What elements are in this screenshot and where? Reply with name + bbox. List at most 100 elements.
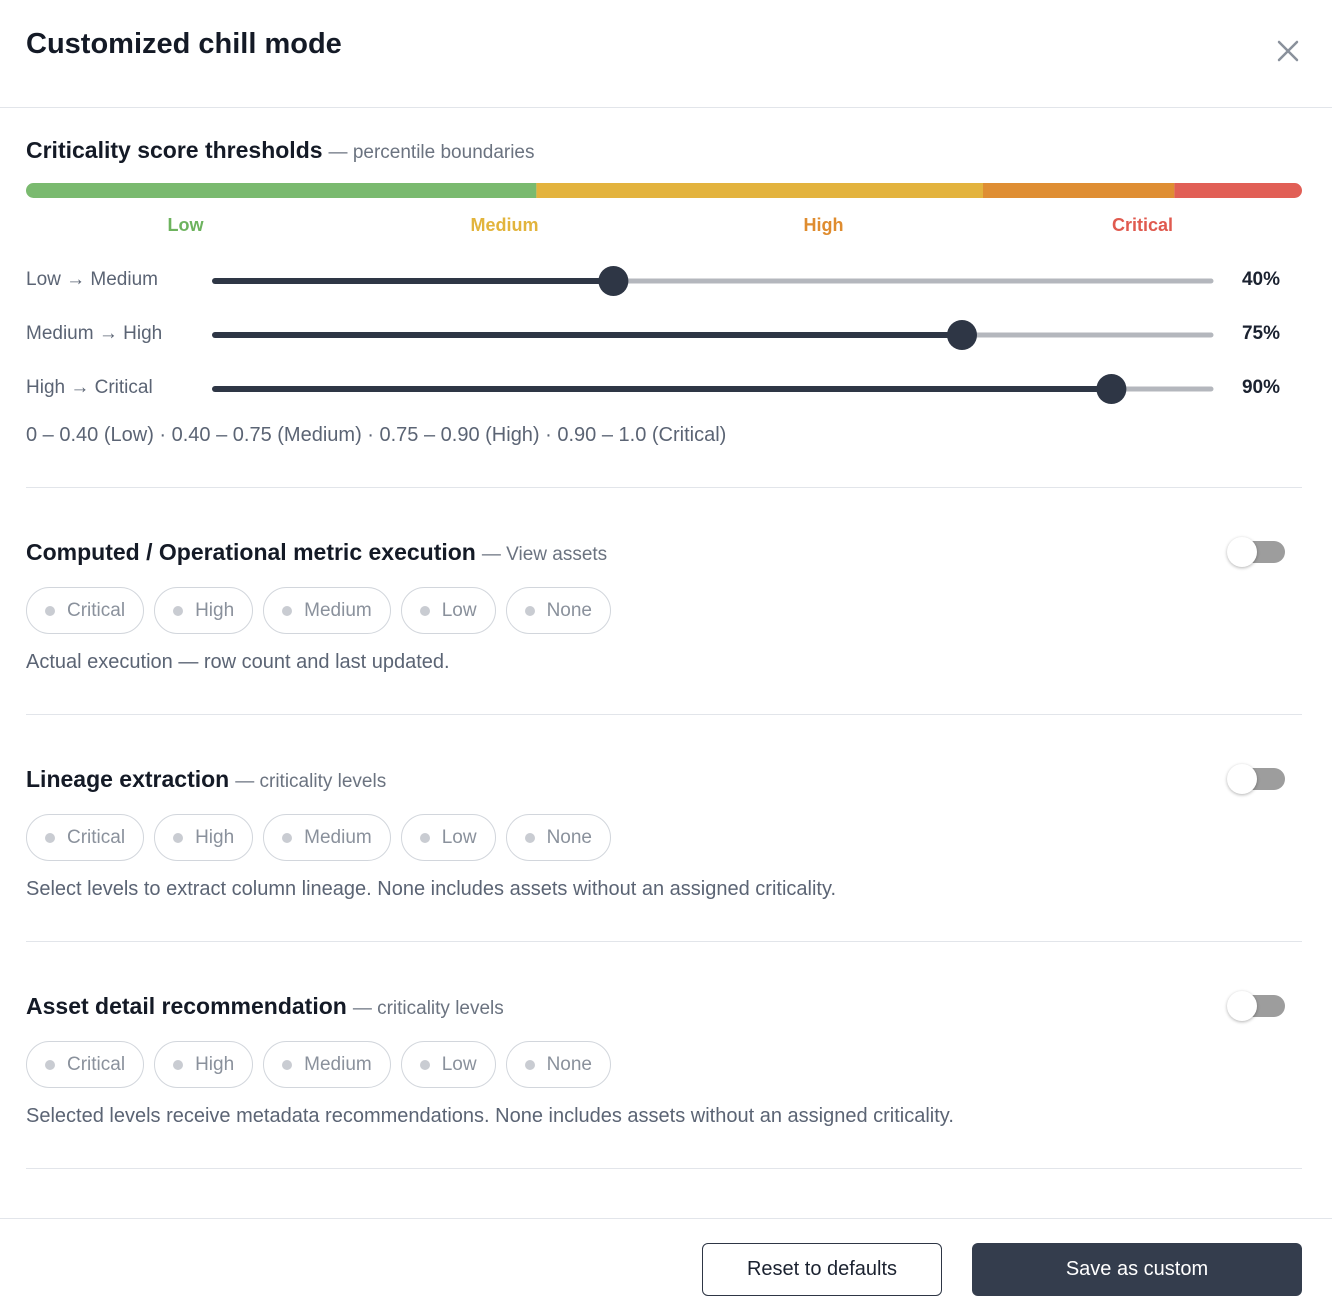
heading-text: Lineage extraction [26,766,230,792]
pill-dot [45,1059,55,1070]
bar-segment [536,183,983,198]
pill-label: High [195,599,235,621]
level-label: Medium [470,215,539,235]
pill-label: None [546,826,592,848]
close-button[interactable] [1276,39,1300,63]
heading-subtitle: — View assets [481,544,608,565]
heading-subtitle: — criticality levels [235,771,387,792]
option-pills: Critical High Medium Low None [26,1041,611,1088]
level-label: Low [167,215,204,235]
slider[interactable] [200,373,1226,405]
heading-text: Criticality score thresholds [26,137,323,163]
section-heading: Computed / Operational metric execution —… [26,539,607,566]
save-button[interactable]: Save as custom [972,1243,1302,1296]
pill-label: Medium [304,826,372,848]
divider [26,714,1302,715]
option-pills: Critical High Medium Low None [26,814,611,861]
slider-thumb[interactable] [598,266,629,296]
slider[interactable] [200,319,1226,351]
option-pill[interactable]: None [505,814,611,861]
bar-segment [26,183,537,198]
option-pill[interactable]: High [154,1041,254,1088]
option-pill[interactable]: Low [400,1041,496,1088]
option-pills: Critical High Medium Low None [26,587,611,634]
heading-subtitle: — criticality levels [352,998,504,1019]
threshold-bar [26,183,1302,198]
option-pill[interactable]: Low [400,587,496,634]
pill-dot [419,605,430,616]
heading-subtitle: — percentile boundaries [328,142,535,163]
option-pill[interactable]: Critical [26,587,145,634]
section-heading: Asset detail recommendation — criticality… [26,993,504,1020]
option-pill[interactable]: None [505,587,611,634]
heading-text: Asset detail recommendation [26,993,347,1019]
pill-label: None [546,1053,592,1075]
bar-segment [1174,183,1302,198]
pill-dot [45,832,55,843]
bar-segment [983,183,1175,198]
pill-label: Medium [304,599,372,621]
pill-label: Critical [67,599,126,621]
divider [0,107,1332,108]
pill-label: High [195,826,235,848]
slider[interactable] [200,265,1226,297]
divider [26,1168,1302,1169]
pill-dot [524,1059,535,1070]
option-pill[interactable]: None [505,1041,611,1088]
toggle[interactable] [1227,764,1285,794]
option-pill[interactable]: Medium [263,1041,391,1088]
pill-dot [282,1059,293,1070]
option-pill[interactable]: Critical [26,1041,145,1088]
pill-label: None [546,599,592,621]
toggle[interactable] [1227,991,1285,1021]
slider-label: High → Critical [26,377,153,398]
option-pill[interactable]: Low [400,814,496,861]
pill-label: Low [441,1053,477,1075]
option-pill[interactable]: Medium [263,587,391,634]
slider-value: 90% [1241,377,1280,398]
level-label: Critical [1111,215,1174,235]
dialog-title: Customized chill mode [26,28,342,60]
reset-button[interactable]: Reset to defaults [702,1243,942,1296]
section-description: Actual execution — row count and last up… [26,651,450,673]
pill-label: Low [441,826,477,848]
pill-label: High [195,1053,235,1075]
range-summary: 0 – 0.40 (Low) · 0.40 – 0.75 (Medium) · … [26,424,727,446]
pill-dot [419,1059,430,1070]
pill-label: Critical [67,826,126,848]
option-pill[interactable]: Medium [263,814,391,861]
slider-value: 75% [1241,323,1280,344]
slider-thumb[interactable] [1096,374,1127,404]
divider [26,487,1302,488]
section-heading: Criticality score thresholds — percentile… [26,137,535,164]
pill-dot [173,832,184,843]
section-description: Selected levels receive metadata recomme… [26,1105,954,1127]
pill-label: Low [441,599,477,621]
slider-thumb[interactable] [947,320,977,350]
slider-label: Low → Medium [26,269,158,290]
divider [0,1218,1332,1219]
slider-value: 40% [1241,269,1280,290]
option-pill[interactable]: High [154,587,254,634]
pill-dot [524,605,535,616]
pill-dot [173,605,184,616]
option-pill[interactable]: High [154,814,254,861]
pill-dot [45,605,55,616]
section-heading: Lineage extraction — criticality levels [26,766,386,793]
pill-dot [173,1059,184,1070]
divider [26,941,1302,942]
level-label: High [803,215,844,235]
section-description: Select levels to extract column lineage.… [26,878,837,900]
pill-dot [524,832,535,843]
slider-label: Medium → High [26,323,163,344]
pill-label: Medium [304,1053,372,1075]
pill-dot [282,605,293,616]
toggle-knob [1227,764,1257,794]
option-pill[interactable]: Critical [26,814,145,861]
toggle-knob [1227,991,1257,1021]
pill-label: Critical [67,1053,126,1075]
pill-dot [419,832,430,843]
toggle-knob [1227,537,1257,567]
toggle[interactable] [1227,537,1285,567]
